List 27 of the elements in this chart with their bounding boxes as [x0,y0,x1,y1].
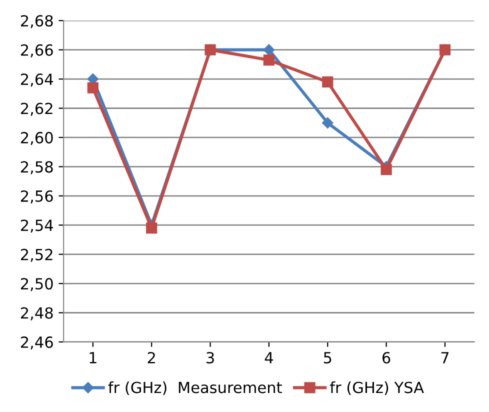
x-tick-label: 2 [148,352,155,364]
y-tick-label: 2,56 [20,190,53,204]
point [87,82,98,94]
y-tick-label: 2,66 [20,44,53,58]
y-tick-label: 2,62 [20,102,52,116]
point [263,54,275,66]
point [263,44,275,56]
x-tick-label: 1 [90,352,96,364]
point [146,222,158,234]
x-tick-label: 6 [382,352,390,364]
y-tick-label: 2,46 [20,336,53,350]
y-tick-label: 2,54 [20,220,53,233]
y-tick-label: 2,48 [20,307,53,320]
x-tick-label: 5 [324,352,332,364]
y-tick-label: 2,64 [20,73,53,87]
legend-label: fr (GHz) Measurement [108,381,282,396]
point [322,76,334,88]
y-tick-label: 2,50 [20,278,53,292]
x-tick-label: 7 [441,352,449,364]
y-tick-label: 2,68 [20,15,53,28]
legend-label: fr (GHz) YSA [330,381,424,396]
point [322,117,334,128]
y-tick-label: 2,58 [20,161,53,174]
x-tick-label: 3 [206,352,214,364]
y-tick-label: 2,52 [20,248,52,262]
x-tick-label: 4 [264,352,273,364]
y-tick-label: 2,60 [20,132,53,146]
